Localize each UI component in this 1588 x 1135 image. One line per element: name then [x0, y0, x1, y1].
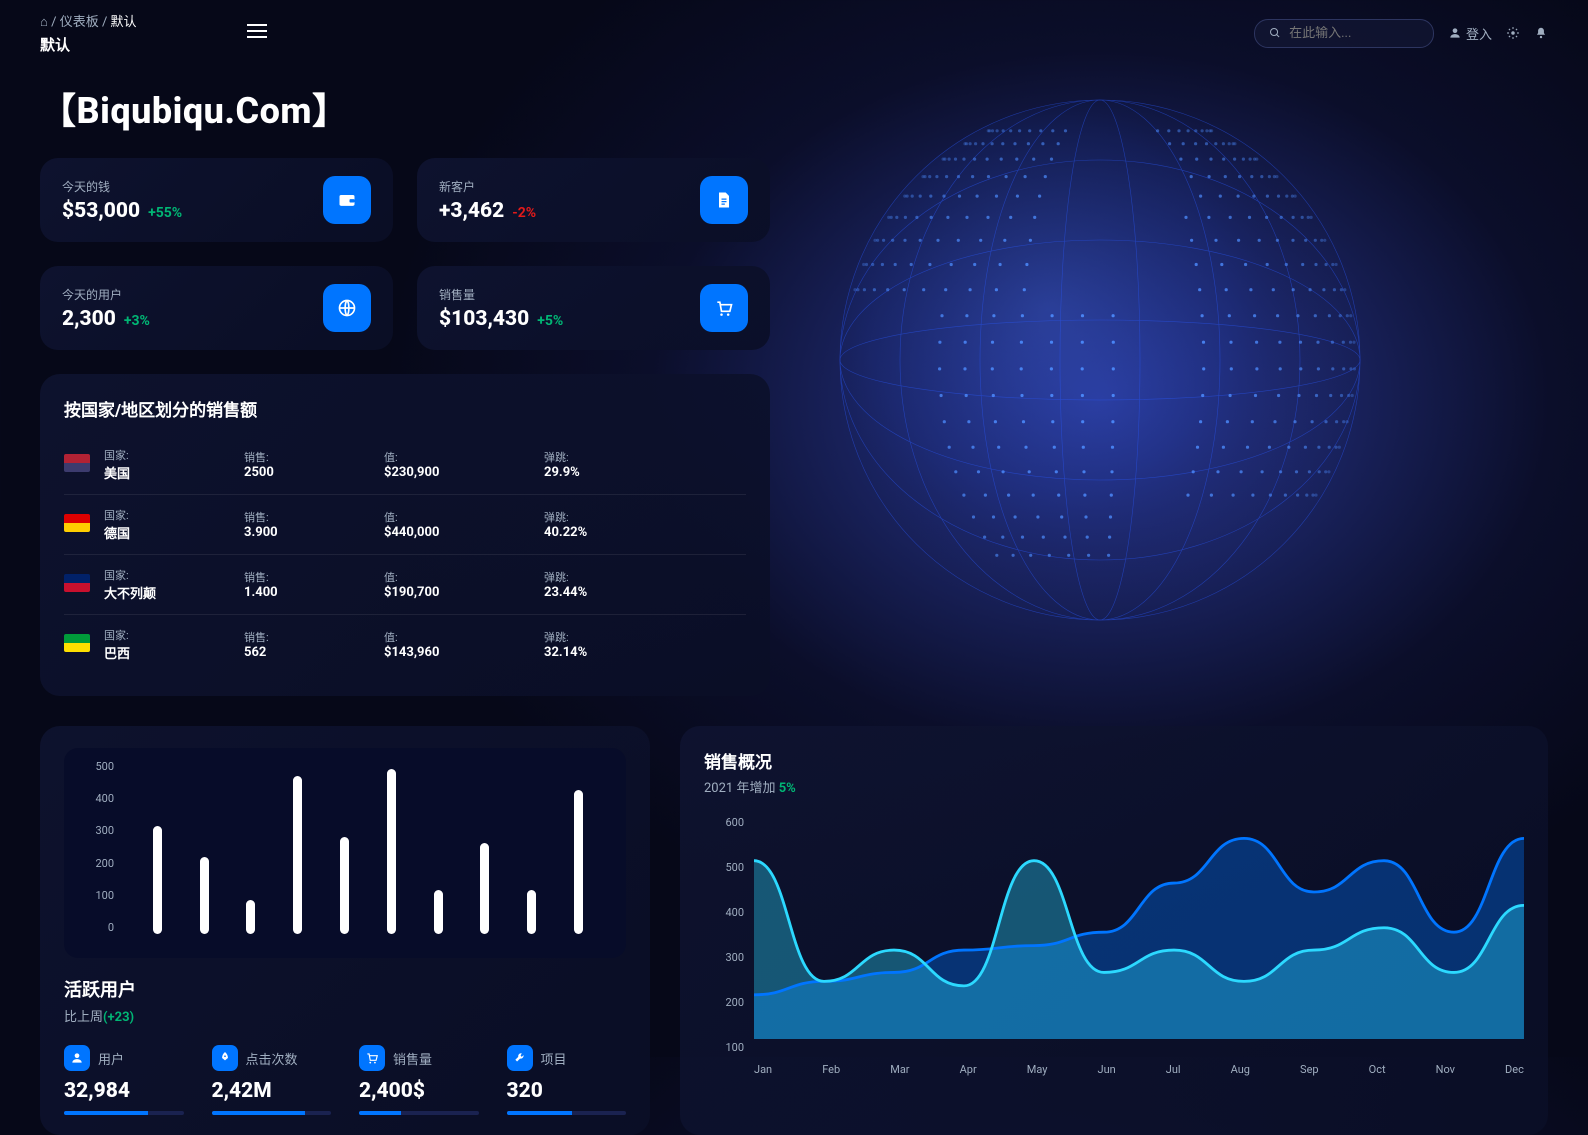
user-icon	[64, 1045, 90, 1071]
bar	[153, 826, 162, 934]
stat-label: 新客户	[439, 178, 536, 195]
breadcrumb-current: 默认	[111, 15, 137, 30]
stat-label: 销售量	[439, 286, 563, 303]
bar	[434, 890, 443, 934]
breadcrumb-dashboard[interactable]: 仪表板	[60, 15, 99, 30]
stat-card-3: 销售量 $103,430+5%	[417, 266, 770, 350]
doc-icon	[700, 176, 748, 224]
stat-value: +3,462-2%	[439, 199, 536, 223]
kpi-0: 用户 32,984	[64, 1045, 184, 1115]
flag-icon	[64, 514, 90, 532]
bar	[480, 843, 489, 934]
flag-icon	[64, 574, 90, 592]
stat-value: $103,430+5%	[439, 307, 563, 331]
bar	[527, 890, 536, 934]
flag-icon	[64, 634, 90, 652]
wrench-icon	[507, 1045, 533, 1071]
sales-title: 销售概况	[704, 748, 1524, 773]
sales-overview-panel: 销售概况 2021 年增加 5% 600500400300200100 JanF…	[680, 726, 1548, 1135]
country-sales-panel: 按国家/地区划分的销售额 国家:美国 销售:2500 值:$230,900 弹跳…	[40, 374, 770, 696]
kpi-2: 销售量 2,400$	[359, 1045, 479, 1115]
sales-subtitle: 2021 年增加 5%	[704, 777, 1524, 796]
active-users-title: 活跃用户	[64, 976, 626, 1002]
bar	[293, 776, 302, 934]
stat-label: 今天的用户	[62, 286, 150, 303]
stat-value: $53,000+55%	[62, 199, 182, 223]
globe-icon	[323, 284, 371, 332]
stat-delta: +55%	[148, 205, 182, 221]
stat-value: 2,300+3%	[62, 307, 150, 331]
user-icon	[1448, 26, 1462, 40]
country-panel-title: 按国家/地区划分的销售额	[64, 396, 746, 421]
country-row-0: 国家:美国 销售:2500 值:$230,900 弹跳:29.9%	[64, 435, 746, 495]
stat-delta: -2%	[512, 205, 536, 221]
bar-chart: 5004003002001000	[64, 748, 626, 958]
stat-card-1: 新客户 +3,462-2%	[417, 158, 770, 242]
bar	[246, 900, 255, 934]
menu-toggle-button[interactable]	[247, 24, 267, 42]
search-icon	[1269, 26, 1281, 40]
kpi-1: 点击次数 2,42M	[212, 1045, 332, 1115]
bar	[340, 837, 349, 934]
bell-icon[interactable]	[1534, 26, 1548, 40]
country-row-3: 国家:巴西 销售:562 值:$143,960 弹跳:32.14%	[64, 615, 746, 674]
breadcrumb: ⌂ / 仪表板 / 默认 默认	[40, 11, 137, 55]
login-button[interactable]: 登入	[1448, 24, 1492, 43]
cart-icon	[700, 284, 748, 332]
cart-icon	[359, 1045, 385, 1071]
page-title: 默认	[40, 34, 137, 55]
country-row-1: 国家:德国 销售:3.900 值:$440,000 弹跳:40.22%	[64, 495, 746, 555]
stat-delta: +5%	[537, 313, 563, 329]
search-input[interactable]	[1289, 26, 1419, 41]
site-title: 【Biqubiqu.Com】	[0, 54, 1588, 158]
bar	[200, 857, 209, 934]
flag-icon	[64, 454, 90, 472]
stat-card-0: 今天的钱 $53,000+55%	[40, 158, 393, 242]
active-users-subtitle: 比上周(+23)	[64, 1006, 626, 1025]
bar	[387, 769, 396, 934]
wallet-icon	[323, 176, 371, 224]
country-row-2: 国家:大不列颠 销售:1.400 值:$190,700 弹跳:23.44%	[64, 555, 746, 615]
stat-label: 今天的钱	[62, 178, 182, 195]
rocket-icon	[212, 1045, 238, 1071]
stat-delta: +3%	[124, 313, 150, 329]
gear-icon[interactable]	[1506, 26, 1520, 40]
home-icon[interactable]: ⌂	[40, 15, 48, 30]
bar	[574, 790, 583, 934]
stat-card-2: 今天的用户 2,300+3%	[40, 266, 393, 350]
search-input-wrap[interactable]	[1254, 19, 1434, 48]
active-users-panel: 5004003002001000 活跃用户 比上周(+23) 用户 32,984…	[40, 726, 650, 1135]
kpi-3: 项目 320	[507, 1045, 627, 1115]
